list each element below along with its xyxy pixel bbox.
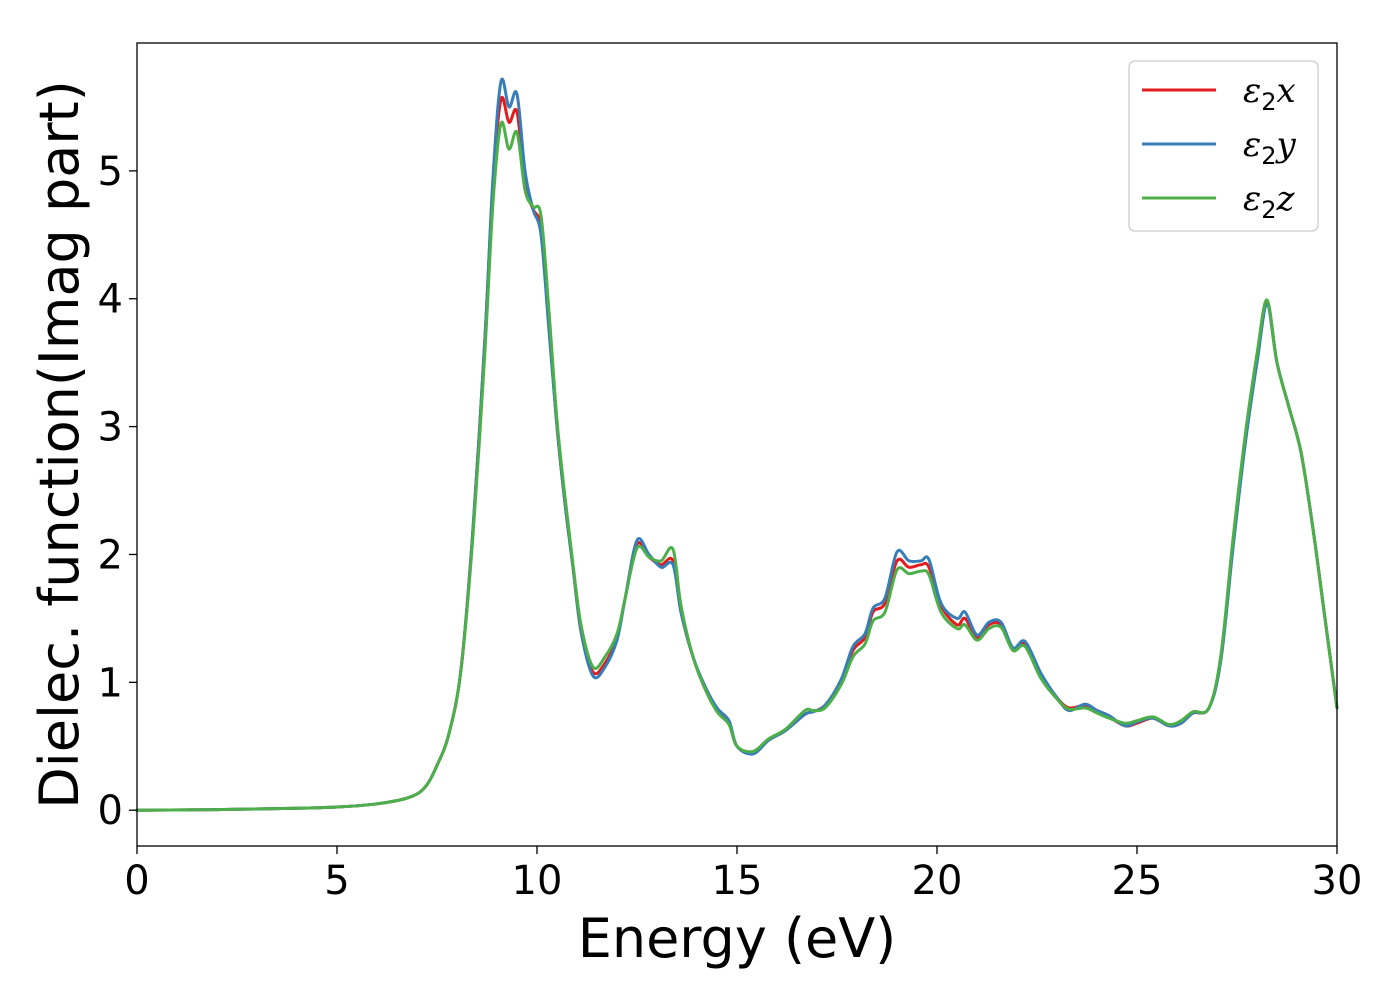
y-tick-label: 5 [98,149,123,195]
y-tick-label: 4 [98,277,123,323]
x-tick-label: 0 [124,858,149,904]
legend-label-x: ε2x [1243,71,1296,116]
x-tick-label: 25 [1112,858,1163,904]
legend: ε2x ε2y ε2z [1128,60,1319,232]
series-line-y [135,77,1339,812]
y-tick-label: 1 [98,660,123,706]
series-line-z [135,120,1339,812]
legend-label-z: ε2z [1243,179,1296,224]
x-tick-label: 20 [912,858,963,904]
x-tick-label: 10 [512,858,563,904]
x-axis-title: Energy (eV) [578,907,897,970]
ticks-layer: 0 5 10 15 20 25 30 0 1 2 3 4 5 [98,149,1363,904]
series-layer [135,77,1339,812]
y-tick-label: 2 [98,532,123,578]
x-tick-label: 15 [712,858,763,904]
x-tick-label: 5 [324,858,349,904]
legend-box [1128,60,1319,232]
x-tick-label: 30 [1312,858,1363,904]
y-axis-title: Dielec. function(Imag part) [28,80,91,809]
y-tick-label: 0 [98,788,123,834]
y-tick-label: 3 [98,405,123,451]
legend-label-y: ε2y [1243,125,1297,170]
